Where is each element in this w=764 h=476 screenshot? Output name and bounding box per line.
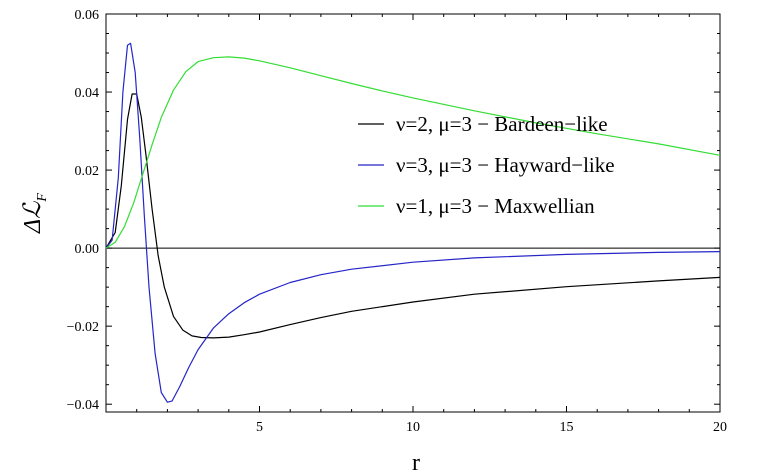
x-tick-label: 20 — [713, 420, 727, 435]
axes: 5 10 15 20 −0.04 −0.02 0.00 0.02 0.04 0.06 r ΔℒF — [20, 8, 727, 476]
legend-entry-maxwellian: ν=1, μ=3 − Maxwellian — [396, 194, 595, 218]
legend-entry-bardeen: ν=2, μ=3 − Bardeen−like — [396, 112, 608, 136]
x-axis-label: r — [412, 450, 420, 476]
series-bardeen-line — [105, 93, 721, 339]
y-tick-label: 0.04 — [75, 86, 100, 101]
series-maxwellian-line — [105, 56, 721, 249]
y-tick-label: 0.06 — [75, 8, 100, 23]
legend: ν=2, μ=3 − Bardeen−like ν=3, μ=3 − Haywar… — [358, 112, 615, 218]
x-tick-label: 15 — [560, 420, 574, 435]
series-hayward-line — [105, 42, 721, 403]
series-lines — [105, 42, 721, 403]
legend-entry-hayward: ν=3, μ=3 − Hayward−like — [396, 153, 615, 177]
x-tick-label: 10 — [406, 420, 420, 435]
x-tick-label: 5 — [256, 420, 263, 435]
y-tick-label: 0.00 — [75, 242, 100, 257]
y-axis-label: ΔℒF — [20, 193, 50, 234]
y-tick-label: −0.02 — [67, 320, 99, 335]
y-tick-label: −0.04 — [67, 398, 99, 413]
y-tick-label: 0.02 — [75, 164, 100, 179]
